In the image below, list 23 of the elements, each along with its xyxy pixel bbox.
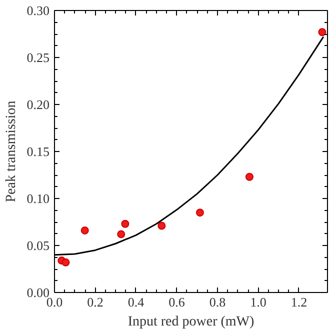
x-tick-label: 0.6 [168, 294, 186, 310]
y-tick-label: 0.00 [26, 285, 50, 300]
y-tick-label: 0.05 [26, 238, 50, 253]
point [196, 208, 204, 217]
point [62, 258, 70, 266]
x-tick-label: 0.2 [87, 294, 104, 310]
y-tick-label: 0.15 [26, 144, 50, 159]
point [158, 222, 166, 230]
x-axis-title: Input red power (mW) [128, 314, 255, 330]
x-tick-label: 0.4 [128, 294, 145, 310]
x-tick-label: 1.2 [290, 294, 308, 310]
y-axis-title: Peak transmission [4, 100, 19, 202]
point [245, 172, 254, 181]
x-tick-label: 0.8 [209, 294, 226, 310]
point [117, 230, 126, 238]
y-tick-label: 0.20 [26, 97, 50, 112]
y-tick-label: 0.10 [26, 191, 50, 206]
y-tick-label: 0.30 [26, 3, 50, 18]
y-tick-label: 0.25 [26, 50, 50, 65]
point [80, 226, 89, 234]
x-tick-label: 1.0 [250, 294, 266, 310]
point [318, 28, 326, 36]
point [121, 220, 130, 228]
